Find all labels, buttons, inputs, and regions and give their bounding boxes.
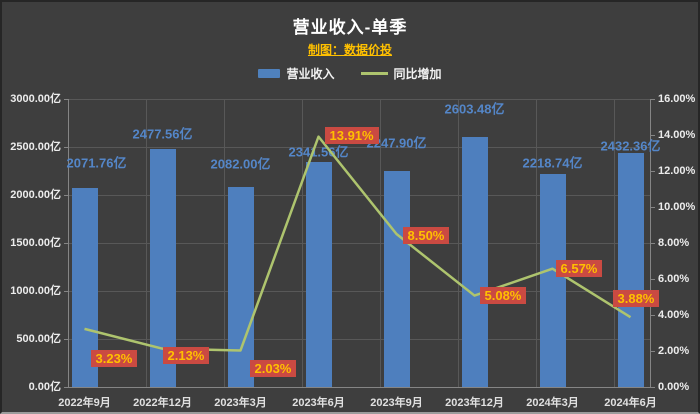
revenue-bar (461, 137, 488, 387)
left-axis-tick-label: 2000.00亿 (10, 189, 61, 201)
revenue-bar-value-label: 2341.56亿 (288, 144, 349, 160)
left-axis-tick (64, 290, 68, 292)
left-axis-tick (64, 98, 68, 100)
left-axis-tick (64, 242, 68, 244)
x-axis-category-label: 2023年3月 (214, 397, 267, 409)
left-axis-tick-label: 1000.00亿 (10, 285, 61, 297)
x-axis-category-label: 2023年6月 (292, 397, 345, 409)
right-axis-tick (650, 278, 655, 280)
right-axis-line (649, 99, 651, 387)
x-axis-category-label: 2022年9月 (58, 397, 111, 409)
right-axis-tick-label: 6.00% (658, 273, 690, 285)
revenue-bar-value-label: 2603.48亿 (444, 101, 505, 117)
growth-percent-label: 3.23% (90, 349, 138, 367)
revenue-bar (227, 187, 254, 387)
chart-subtitle-credit: 制图：数据价投 (307, 43, 392, 57)
revenue-bar (305, 162, 332, 387)
revenue-bar (617, 153, 644, 387)
growth-percent-label: 2.03% (249, 360, 297, 378)
gridline-vertical (223, 99, 225, 387)
growth-percent-label: 6.57% (555, 259, 603, 277)
left-axis-tick-label: 3000.00亿 (10, 93, 61, 105)
growth-percent-label: 5.08% (479, 286, 527, 304)
right-axis-tick (650, 350, 655, 352)
right-axis-tick-label: 12.00% (658, 165, 696, 177)
left-axis-line (67, 99, 69, 387)
x-axis-category-label: 2024年3月 (526, 397, 579, 409)
left-axis-tick (64, 386, 68, 388)
x-axis-category-label: 2022年12月 (133, 397, 192, 409)
growth-percent-label: 3.88% (612, 290, 660, 308)
left-axis-tick-label: 1500.00亿 (10, 237, 61, 249)
legend-item-growth: 同比增加 (360, 65, 442, 82)
left-axis-tick (64, 194, 68, 196)
growth-percent-label: 2.13% (162, 346, 210, 364)
legend-label-revenue: 营业收入 (286, 67, 335, 81)
revenue-bar-value-label: 2477.56亿 (132, 126, 193, 142)
revenue-bar-value-label: 2432.36亿 (600, 138, 661, 154)
revenue-bar (383, 171, 410, 387)
x-axis-line (68, 386, 650, 388)
left-axis-tick (64, 338, 68, 340)
revenue-bar-value-label: 2218.74亿 (522, 155, 583, 171)
line-series-swatch (360, 72, 388, 75)
x-axis-category-label: 2024年6月 (604, 397, 657, 409)
bar-series-swatch (258, 69, 281, 78)
growth-percent-label: 13.91% (324, 126, 379, 144)
right-axis-tick-label: 4.00% (658, 309, 690, 321)
right-axis-tick-label: 14.00% (658, 129, 696, 141)
left-axis-tick-label: 2500.00亿 (10, 141, 61, 153)
right-axis-tick (650, 134, 655, 136)
x-axis-category-label: 2023年9月 (370, 397, 423, 409)
revenue-bar-value-label: 2082.00亿 (210, 156, 271, 172)
right-axis-tick-label: 0.00% (658, 381, 690, 393)
right-axis-tick (650, 386, 655, 388)
right-axis-tick-label: 16.00% (658, 93, 696, 105)
left-axis-tick-label: 500.00亿 (16, 333, 61, 345)
right-axis-tick (650, 242, 655, 244)
legend-item-revenue: 营业收入 (258, 65, 335, 82)
right-axis-tick-label: 10.00% (658, 201, 696, 213)
right-axis-tick (650, 314, 655, 316)
legend-label-growth: 同比增加 (393, 67, 442, 81)
right-axis-tick (650, 206, 655, 208)
gridline-vertical (457, 99, 459, 387)
revenue-bar (539, 174, 566, 387)
left-axis-tick-label: 0.00亿 (28, 381, 61, 393)
growth-percent-label: 8.50% (402, 227, 450, 244)
gridline-horizontal (68, 146, 650, 148)
gridline-vertical (535, 99, 537, 387)
right-axis-tick (650, 98, 655, 100)
left-axis-tick (64, 146, 68, 148)
gridline-horizontal (68, 98, 650, 100)
revenue-bar-value-label: 2071.76亿 (66, 155, 127, 171)
x-axis-category-label: 2023年12月 (445, 397, 504, 409)
chart-legend: 营业收入 同比增加 (2, 65, 698, 82)
right-axis-tick-label: 2.00% (658, 345, 690, 357)
chart-title: 营业收入-单季 (292, 18, 408, 37)
right-axis-tick (650, 170, 655, 172)
right-axis-tick-label: 8.00% (658, 237, 690, 249)
